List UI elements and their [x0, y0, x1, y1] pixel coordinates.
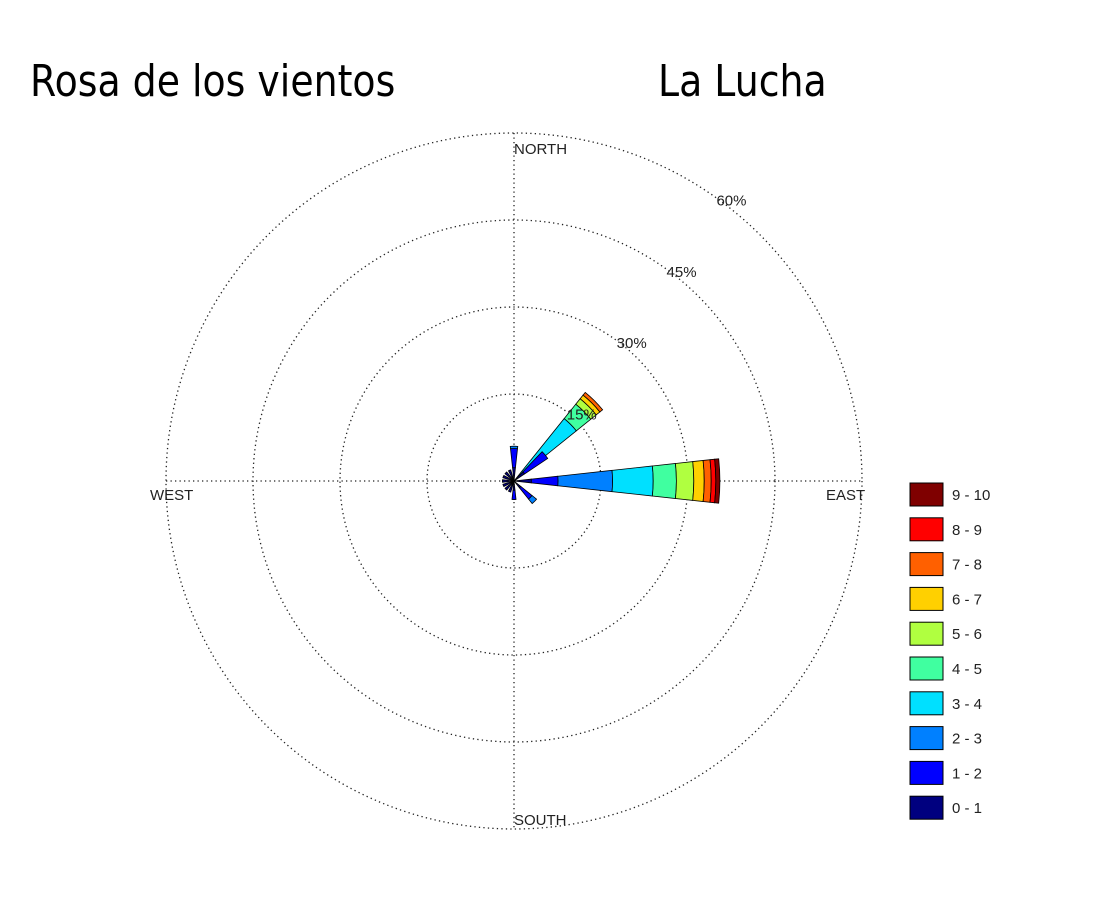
east-label: EAST [826, 487, 865, 504]
legend-label-5: 5 - 6 [952, 626, 982, 643]
legend-swatch-9 [909, 482, 944, 507]
petal-12-bin-0 [507, 469, 515, 482]
petal-4-bin-2 [527, 494, 538, 505]
ring-labels: 15% 30% 45% 60% [567, 193, 747, 424]
petal-5-bin-1 [511, 489, 517, 500]
south-label: SOUTH [514, 812, 567, 829]
legend-swatch-1 [909, 760, 944, 785]
ring-label-2: 30% [617, 335, 647, 352]
axis-labels: NORTH SOUTH EAST WEST [150, 141, 865, 829]
grid-ring-3 [252, 219, 776, 743]
chart-title: Rosa de los vientos [30, 56, 396, 107]
petal-0-bin-7 [702, 459, 712, 503]
legend-label-7: 7 - 8 [952, 557, 982, 574]
petals [502, 391, 721, 505]
legend-label-1: 1 - 2 [952, 765, 982, 782]
north-label: NORTH [514, 141, 567, 158]
legend-label-9: 9 - 10 [952, 487, 990, 504]
petal-7-bin-0 [504, 480, 515, 491]
petal-6-bin-0 [507, 480, 515, 493]
petal-3-bin-1 [510, 448, 518, 469]
legend-swatch-7 [909, 552, 944, 577]
ring-label-1: 15% [567, 406, 597, 423]
petal-3-bin-2 [509, 445, 519, 450]
legend: 9 - 10 8 - 9 7 - 8 6 - 7 5 - 6 4 - 5 3 - 4 2 - … [909, 482, 990, 820]
ring-label-4: 60% [716, 193, 746, 210]
legend-swatch-4 [909, 656, 944, 681]
legend-label-0: 0 - 1 [952, 800, 982, 817]
legend-swatch-2 [909, 726, 944, 751]
petal-0-bin-9 [714, 458, 721, 504]
legend-swatch-5 [909, 621, 944, 646]
legend-swatch-3 [909, 691, 944, 716]
legend-label-3: 3 - 4 [952, 696, 982, 713]
petal-0-bin-1 [530, 475, 559, 487]
petal-0-bin-6 [692, 460, 705, 502]
petal-9-bin-0 [502, 479, 515, 483]
legend-label-4: 4 - 5 [952, 661, 982, 678]
petal-11-bin-0 [504, 471, 515, 482]
west-label: WEST [150, 487, 193, 504]
petal-8-bin-0 [502, 480, 515, 488]
petal-0-bin-5 [675, 461, 695, 501]
legend-label-8: 8 - 9 [952, 522, 982, 539]
petal-0-bin-4 [651, 463, 677, 499]
petal-0-bin-3 [611, 465, 654, 497]
ring-label-3: 45% [667, 264, 697, 281]
legend-swatch-8 [909, 517, 944, 542]
petal-1-bin-7 [582, 391, 604, 413]
station-name: La Lucha [658, 56, 827, 107]
petal-2-bin-1 [522, 451, 549, 475]
petal-0-bin-2 [557, 469, 613, 493]
legend-swatch-6 [909, 586, 944, 611]
legend-label-2: 2 - 3 [952, 731, 982, 748]
legend-label-6: 6 - 7 [952, 591, 982, 608]
legend-swatch-0 [909, 795, 944, 820]
petal-10-bin-0 [502, 474, 515, 482]
